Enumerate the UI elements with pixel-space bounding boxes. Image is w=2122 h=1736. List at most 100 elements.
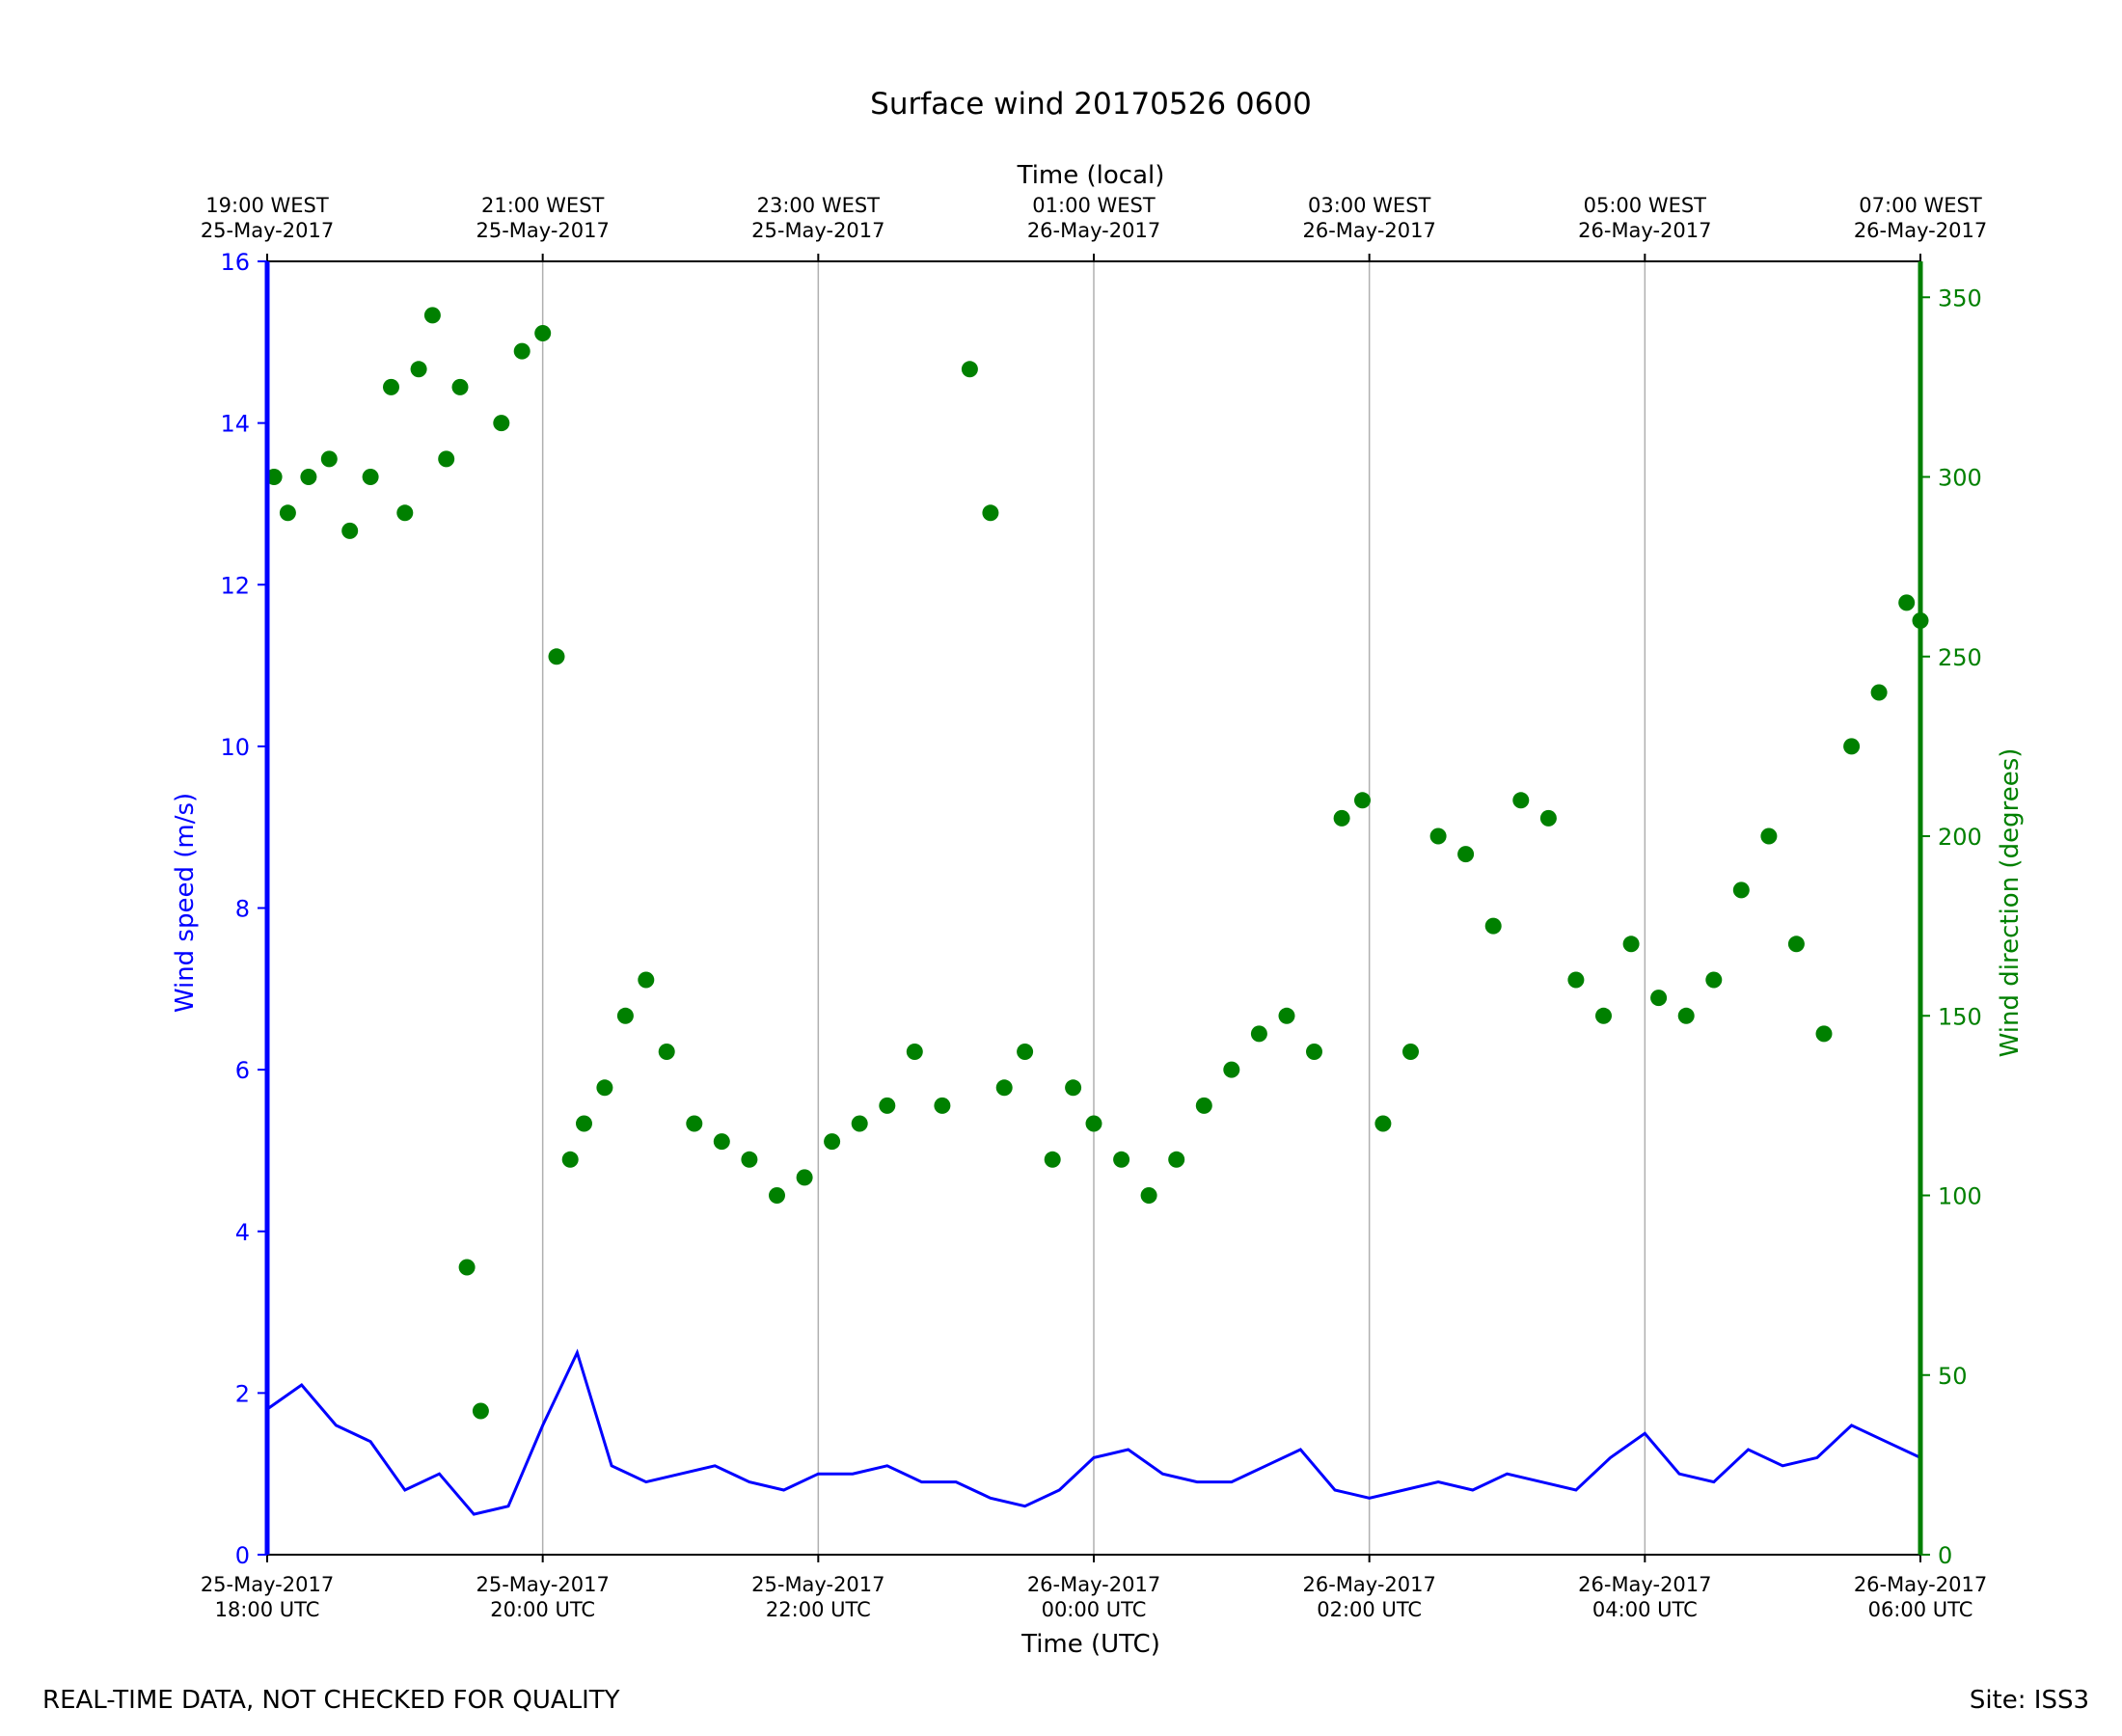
direction-point	[961, 361, 978, 378]
direction-point	[265, 469, 283, 485]
direction-point	[1732, 882, 1750, 899]
bottom-tick-date: 25-May-2017	[201, 1573, 334, 1596]
direction-point	[1622, 936, 1640, 953]
direction-point	[423, 307, 441, 324]
speed-line	[266, 1348, 1921, 1516]
bottom-axis-label: Time (UTC)	[1020, 1630, 1160, 1659]
bottom-tick-date: 26-May-2017	[1302, 1573, 1435, 1596]
direction-point	[1223, 1061, 1240, 1078]
left-tick-label: 2	[235, 1380, 250, 1407]
direction-point	[906, 1044, 923, 1060]
direction-point	[1250, 1025, 1267, 1043]
right-tick-label: 350	[1938, 285, 1982, 312]
top-tick-date: 25-May-2017	[476, 219, 609, 242]
direction-point	[1354, 792, 1371, 809]
right-tick-label: 0	[1938, 1542, 1952, 1569]
right-tick-label: 50	[1938, 1363, 1968, 1390]
direction-point	[1085, 1115, 1102, 1132]
direction-point	[1065, 1079, 1082, 1097]
bottom-tick-date: 26-May-2017	[1578, 1573, 1711, 1596]
left-tick-label: 10	[220, 734, 250, 761]
direction-point	[1484, 917, 1502, 935]
top-tick-date: 26-May-2017	[1302, 219, 1435, 242]
direction-point	[851, 1115, 868, 1132]
top-axis-label: Time (local)	[1017, 161, 1165, 190]
left-tick-label: 0	[235, 1542, 250, 1569]
top-tick-time: 01:00 WEST	[1032, 194, 1156, 217]
direction-point	[995, 1079, 1013, 1097]
bottom-tick-date: 26-May-2017	[1027, 1573, 1160, 1596]
top-tick-time: 07:00 WEST	[1859, 194, 1982, 217]
direction-point	[1168, 1151, 1185, 1168]
direction-point	[279, 504, 296, 522]
direction-point	[1898, 594, 1916, 611]
right-tick-label: 150	[1938, 1003, 1982, 1030]
direction-point	[796, 1169, 813, 1186]
bottom-tick-time: 18:00 UTC	[215, 1598, 320, 1621]
direction-point	[1333, 809, 1350, 827]
left-tick-label: 4	[235, 1219, 250, 1246]
direction-point	[1044, 1151, 1061, 1168]
top-tick-time: 19:00 WEST	[205, 194, 329, 217]
direction-point	[383, 378, 399, 395]
direction-point	[1017, 1044, 1034, 1060]
direction-point	[320, 450, 338, 468]
direction-point	[1512, 792, 1530, 809]
direction-point	[493, 415, 510, 432]
top-tick-date: 25-May-2017	[201, 219, 334, 242]
direction-point	[548, 648, 565, 665]
direction-point	[1539, 809, 1557, 827]
direction-point	[741, 1151, 758, 1168]
top-tick-date: 26-May-2017	[1027, 219, 1160, 242]
top-tick-date: 25-May-2017	[751, 219, 884, 242]
direction-point	[596, 1079, 613, 1097]
direction-point	[513, 342, 530, 360]
direction-points	[265, 307, 1929, 1420]
direction-point	[616, 1007, 634, 1024]
right-tick-label: 100	[1938, 1183, 1982, 1210]
direction-point	[824, 1133, 841, 1151]
left-tick-label: 12	[220, 572, 250, 599]
bottom-tick-time: 20:00 UTC	[490, 1598, 595, 1621]
direction-point	[638, 971, 655, 989]
direction-point	[1140, 1187, 1157, 1204]
bottom-tick-date: 25-May-2017	[751, 1573, 884, 1596]
direction-point	[982, 504, 999, 522]
direction-point	[1402, 1044, 1419, 1060]
direction-point	[879, 1097, 896, 1114]
direction-point	[534, 325, 552, 341]
direction-point	[1595, 1007, 1612, 1024]
direction-point	[713, 1133, 730, 1151]
bottom-tick-time: 22:00 UTC	[766, 1598, 871, 1621]
left-tick-label: 8	[235, 896, 250, 923]
direction-point	[1374, 1115, 1392, 1132]
direction-point	[1677, 1007, 1695, 1024]
direction-point	[458, 1259, 476, 1276]
direction-point	[438, 450, 455, 468]
direction-point	[472, 1402, 489, 1420]
direction-point	[341, 522, 359, 539]
direction-point	[300, 469, 317, 485]
direction-point	[1815, 1025, 1833, 1043]
site-label: Site: ISS3	[1969, 1686, 2089, 1715]
bottom-tick-time: 02:00 UTC	[1317, 1598, 1422, 1621]
direction-point	[1429, 827, 1447, 845]
bottom-tick-date: 25-May-2017	[476, 1573, 609, 1596]
direction-point	[561, 1151, 579, 1168]
left-axis-label: Wind speed (m/s)	[171, 793, 200, 1013]
top-tick-date: 26-May-2017	[1578, 219, 1711, 242]
direction-point	[396, 504, 414, 522]
direction-point	[576, 1115, 592, 1132]
direction-point	[658, 1044, 675, 1060]
top-tick-time: 03:00 WEST	[1308, 194, 1431, 217]
direction-point	[1843, 738, 1861, 755]
direction-point	[1278, 1007, 1295, 1024]
bottom-tick-time: 00:00 UTC	[1042, 1598, 1147, 1621]
bottom-tick-date: 26-May-2017	[1854, 1573, 1987, 1596]
left-tick-label: 6	[235, 1057, 250, 1084]
direction-point	[1457, 846, 1475, 863]
bottom-tick-time: 04:00 UTC	[1592, 1598, 1698, 1621]
direction-point	[1760, 827, 1778, 845]
